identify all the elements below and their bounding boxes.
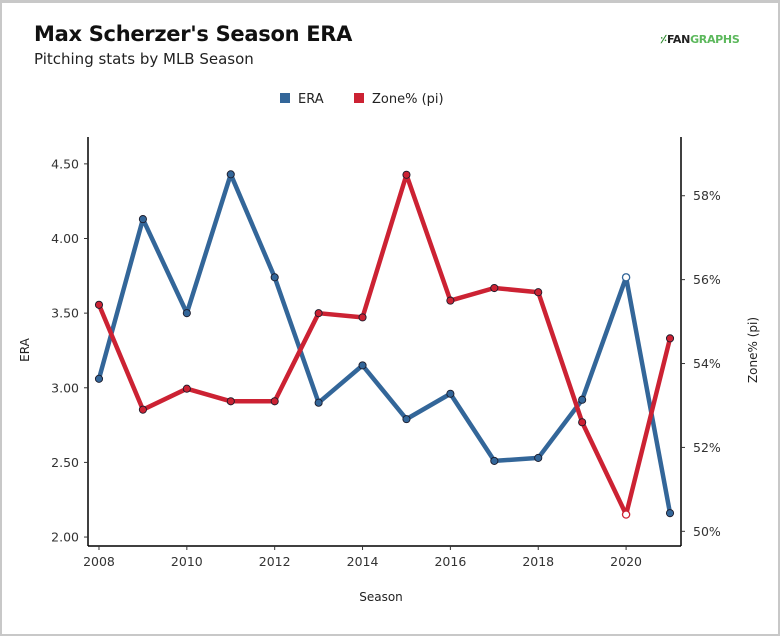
data-point-era (534, 453, 543, 462)
y-axis-title: ERA (18, 337, 32, 361)
y2-tick-label: 52% (693, 440, 721, 455)
logo-prefix: FAN (666, 33, 691, 46)
x-tick-label: 2012 (259, 554, 291, 569)
y-tick-label: 3.00 (51, 380, 79, 395)
data-point-era (94, 374, 104, 383)
x-tick-label: 2008 (83, 554, 115, 569)
x-tick-label: 2016 (434, 554, 466, 569)
x-tick-label: 2018 (522, 554, 554, 569)
axes: 2008 2010 2012 2014 2016 2018 2020 2.00 2.50 3.00… (51, 137, 721, 569)
data-point-zone (314, 309, 323, 318)
data-point-zone (534, 288, 543, 297)
y2-tick-label: 56% (693, 272, 721, 287)
y-tick-label: 2.00 (51, 530, 79, 545)
chart-title: Max Scherzer's Season ERA (34, 22, 353, 46)
series-layer (94, 170, 675, 519)
data-point-era (270, 273, 279, 282)
data-point-zone (94, 300, 104, 309)
legend: ERA Zone% (pi) (280, 92, 444, 107)
y-tick-label: 4.50 (51, 156, 79, 171)
y2-axis-title: Zone% (pi) (746, 317, 760, 383)
x-axis-title: Season (359, 590, 403, 604)
data-point-era (358, 361, 367, 370)
data-point-zone (578, 418, 587, 427)
data-point-zone (621, 510, 631, 519)
fangraphs-logo[interactable]: ⸓FANGRAPHS (660, 32, 740, 47)
chart-subtitle: Pitching stats by MLB Season (34, 50, 254, 68)
data-point-era (226, 170, 235, 179)
y2-tick-label: 50% (693, 524, 721, 539)
data-point-era (665, 509, 675, 518)
data-point-era (314, 398, 323, 407)
y-tick-label: 4.00 (51, 231, 79, 246)
series-line-zone (96, 172, 673, 517)
x-tick-label: 2010 (171, 554, 203, 569)
y2-tick-label: 54% (693, 356, 721, 371)
data-point-era (402, 415, 411, 424)
data-point-zone (270, 397, 279, 406)
data-point-era (182, 309, 191, 318)
data-point-zone (226, 397, 235, 406)
y-tick-label: 2.50 (51, 455, 79, 470)
data-point-zone (138, 405, 147, 414)
data-point-zone (490, 283, 499, 293)
legend-swatch-zone (354, 93, 364, 103)
x-tick-label: 2014 (347, 554, 379, 569)
y2-tick-label: 58% (693, 188, 721, 203)
logo-suffix: GRAPHS (690, 33, 740, 46)
data-point-era (138, 215, 147, 224)
x-tick-label: 2020 (610, 554, 642, 569)
data-point-zone (182, 384, 191, 393)
data-point-zone (358, 313, 367, 322)
y-tick-label: 3.50 (51, 306, 79, 321)
legend-swatch-era (280, 93, 290, 103)
series-line-era (96, 172, 673, 516)
fangraphs-runner-icon: ⸓ (660, 33, 667, 46)
legend-label-zone: Zone% (pi) (372, 92, 444, 107)
data-point-zone (446, 296, 455, 305)
data-point-zone (665, 334, 675, 343)
data-point-era (490, 456, 499, 465)
data-point-era (578, 395, 587, 404)
data-point-zone (402, 170, 411, 179)
data-point-era (621, 273, 631, 282)
data-point-era (446, 389, 455, 398)
legend-label-era: ERA (298, 92, 324, 107)
